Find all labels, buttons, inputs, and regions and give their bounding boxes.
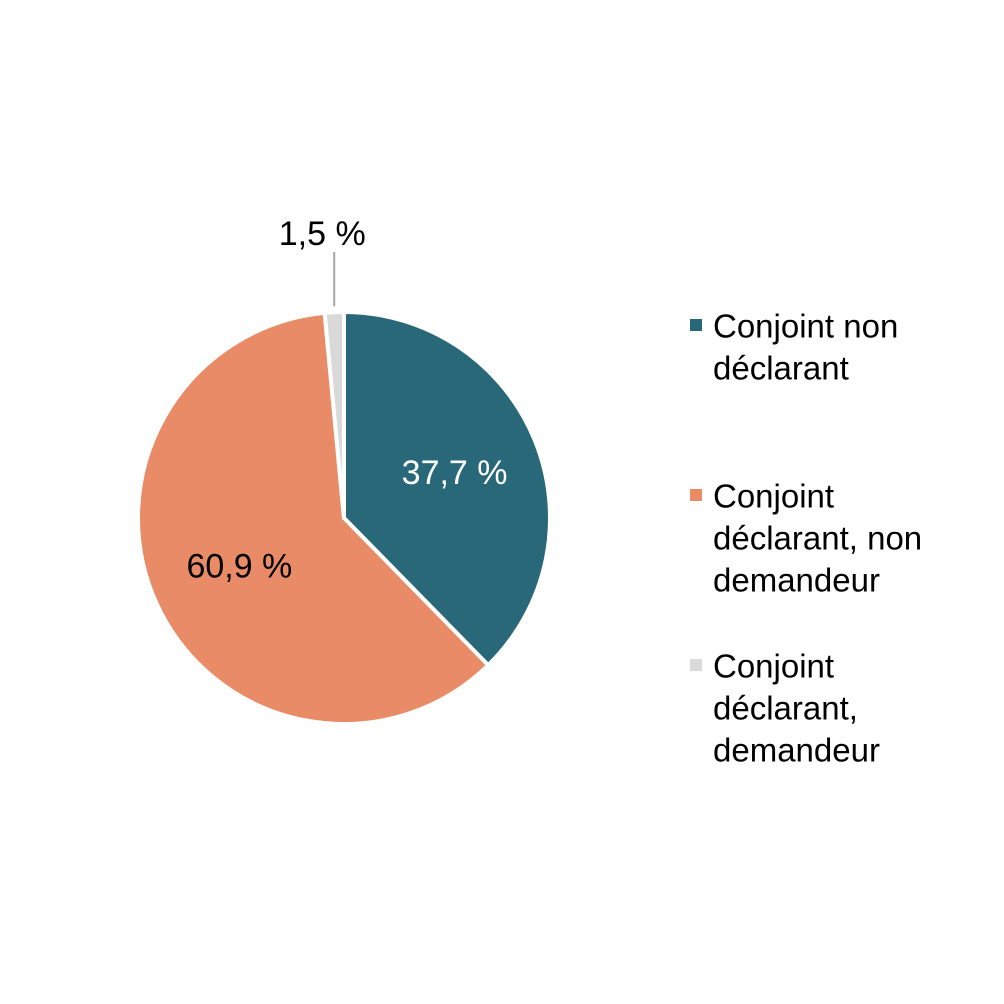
pie-slice-3 [322, 310, 346, 520]
pie-slices [136, 310, 552, 726]
legend-label-2-line-3: demandeur [713, 562, 880, 599]
legend-label-3-line-3: demandeur [713, 732, 880, 769]
legend-label-1-line-2: déclarant [713, 350, 849, 387]
value-label-2: 60,9 % [186, 548, 292, 586]
legend: Conjoint non déclarant Conjoint déclarant, … [690, 308, 922, 769]
value-label-1: 37,7 % [402, 454, 508, 492]
legend-label-3-line-2: déclarant, [713, 690, 858, 727]
pie-value-labels: 37,7 % 60,9 % 1,5 % [186, 215, 507, 586]
legend-label-2-line-1: Conjoint [713, 478, 834, 515]
pie-slice-2 [136, 310, 491, 726]
legend-swatch-2 [690, 489, 702, 501]
legend-label-1-line-1: Conjoint non [713, 308, 898, 345]
value-label-3: 1,5 % [279, 215, 366, 253]
legend-swatch-3 [690, 659, 702, 671]
legend-label-2-line-2: déclarant, non [713, 520, 922, 557]
legend-label-3-line-1: Conjoint [713, 648, 834, 685]
legend-swatch-1 [690, 319, 702, 331]
pie-slice-1 [342, 310, 552, 668]
